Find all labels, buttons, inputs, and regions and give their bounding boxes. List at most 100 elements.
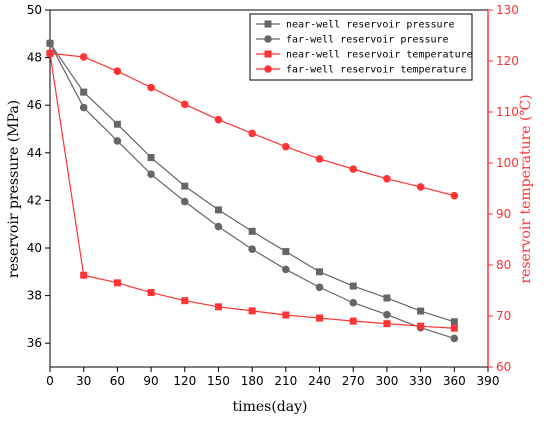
data-point: [147, 170, 155, 179]
data-point: [46, 49, 54, 58]
legend-label: far-well reservoir temperature: [286, 65, 467, 76]
y-axis-left: 36 38 40 42 44 46 48 50: [27, 3, 50, 350]
series-2: [46, 49, 458, 332]
y-left-tick-label: 42: [27, 193, 42, 207]
x-tick-label: 300: [375, 374, 398, 388]
data-point: [316, 268, 324, 276]
data-point: [214, 222, 223, 231]
series-1: [46, 39, 459, 343]
series-layer: [46, 39, 459, 343]
x-tick-label: 330: [409, 374, 432, 388]
data-point: [315, 155, 324, 163]
data-point: [417, 322, 425, 330]
x-tick-label: 210: [274, 374, 297, 388]
data-point: [416, 183, 425, 191]
y-right-tick-label: 60: [496, 360, 511, 374]
data-point: [147, 83, 155, 92]
data-point: [180, 100, 189, 109]
series-3: [46, 49, 459, 200]
y-right-tick-label: 100: [496, 156, 519, 170]
data-point: [383, 320, 391, 328]
y-axis-left-title: reservoir pressure (MPa): [6, 100, 22, 278]
y-left-tick-label: 40: [27, 241, 42, 255]
x-axis: 0 30 60 90 120 150 180 210 240 270 300 330 360 390: [46, 367, 499, 388]
data-point: [450, 318, 458, 326]
x-tick-label: 60: [110, 374, 125, 388]
data-point: [282, 311, 290, 319]
y-right-tick-label: 130: [496, 3, 519, 17]
data-point: [248, 307, 256, 315]
data-point: [46, 39, 54, 48]
data-point: [181, 297, 189, 305]
x-tick-label: 30: [76, 374, 91, 388]
y-left-tick-label: 44: [27, 146, 42, 160]
y-right-tick-label: 110: [496, 105, 519, 119]
data-point: [282, 248, 290, 256]
legend-label: near-well reservoir temperature: [286, 50, 473, 61]
data-point: [214, 303, 222, 311]
data-point: [450, 334, 459, 343]
data-point: [349, 282, 357, 290]
data-point: [417, 307, 425, 315]
x-tick-label: 360: [443, 374, 466, 388]
y-left-tick-label: 36: [27, 336, 42, 350]
legend-box: [249, 13, 473, 81]
data-point: [181, 182, 189, 190]
legend-marker: [264, 20, 272, 28]
data-point: [113, 120, 121, 128]
series-0: [46, 39, 458, 326]
y-right-tick-label: 120: [496, 54, 519, 68]
legend: near-well reservoir pressure far-well res…: [249, 13, 473, 81]
data-point: [450, 324, 458, 332]
data-point: [383, 294, 391, 302]
data-point: [383, 175, 391, 183]
x-tick-label: 270: [342, 374, 365, 388]
x-tick-label: 240: [308, 374, 331, 388]
data-point: [349, 298, 358, 307]
legend-label: near-well reservoir pressure: [286, 20, 455, 31]
data-point: [180, 197, 189, 206]
legend-marker: [264, 65, 272, 73]
x-tick-label: 0: [46, 374, 54, 388]
data-point: [113, 279, 121, 287]
data-point: [349, 317, 357, 325]
plot-frame: [49, 9, 489, 368]
data-point: [316, 314, 324, 322]
data-point: [248, 227, 256, 235]
y-left-tick-label: 48: [27, 51, 42, 65]
x-tick-label: 390: [477, 374, 500, 388]
data-point: [113, 137, 122, 145]
data-point: [248, 129, 256, 138]
data-point: [349, 165, 358, 173]
data-point: [450, 191, 459, 200]
y-left-tick-label: 50: [27, 3, 42, 17]
x-tick-label: 120: [173, 374, 196, 388]
x-tick-label: 90: [143, 374, 158, 388]
data-point: [248, 245, 256, 253]
data-point: [147, 154, 155, 162]
data-point: [80, 88, 88, 96]
x-tick-label: 150: [207, 374, 230, 388]
data-point: [383, 310, 391, 319]
data-point: [282, 265, 290, 274]
y-right-tick-label: 90: [496, 207, 511, 221]
data-point: [282, 142, 290, 151]
legend-label: far-well reservoir pressure: [286, 35, 449, 46]
data-point: [113, 67, 122, 75]
y-axis-right-title: reservoir temperature (℃): [518, 94, 534, 283]
y-right-tick-label: 80: [496, 258, 511, 272]
data-point: [79, 103, 88, 112]
data-point: [214, 206, 222, 214]
legend-marker: [264, 50, 272, 58]
data-point: [80, 271, 88, 279]
y-left-tick-label: 46: [27, 98, 42, 112]
x-axis-title: times(day): [233, 399, 308, 415]
data-point: [79, 53, 88, 61]
y-axis-right: 60 70 80 90 100 110 120 130: [488, 3, 519, 374]
data-point: [147, 289, 155, 297]
y-left-tick-label: 38: [27, 289, 42, 303]
data-point: [214, 115, 223, 124]
legend-marker: [264, 35, 272, 43]
data-point: [315, 283, 324, 292]
